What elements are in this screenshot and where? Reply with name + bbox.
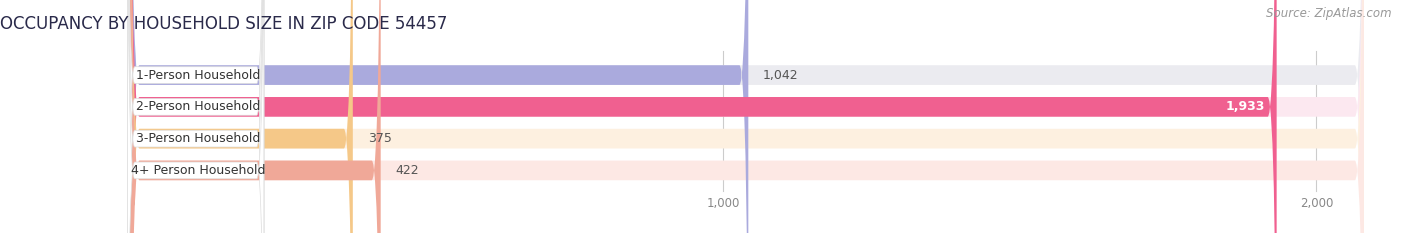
Text: OCCUPANCY BY HOUSEHOLD SIZE IN ZIP CODE 54457: OCCUPANCY BY HOUSEHOLD SIZE IN ZIP CODE … xyxy=(0,15,447,33)
FancyBboxPatch shape xyxy=(131,0,748,233)
FancyBboxPatch shape xyxy=(131,0,1364,233)
FancyBboxPatch shape xyxy=(131,0,1364,233)
Text: Source: ZipAtlas.com: Source: ZipAtlas.com xyxy=(1267,7,1392,20)
FancyBboxPatch shape xyxy=(131,0,1364,233)
FancyBboxPatch shape xyxy=(128,0,264,233)
Text: 4+ Person Household: 4+ Person Household xyxy=(131,164,266,177)
Text: 2-Person Household: 2-Person Household xyxy=(136,100,262,113)
FancyBboxPatch shape xyxy=(131,0,353,233)
Text: 1-Person Household: 1-Person Household xyxy=(136,69,262,82)
Text: 3-Person Household: 3-Person Household xyxy=(136,132,262,145)
FancyBboxPatch shape xyxy=(128,0,264,233)
FancyBboxPatch shape xyxy=(131,0,381,233)
Text: 375: 375 xyxy=(367,132,391,145)
FancyBboxPatch shape xyxy=(128,0,264,233)
FancyBboxPatch shape xyxy=(128,0,264,233)
Text: 422: 422 xyxy=(395,164,419,177)
FancyBboxPatch shape xyxy=(131,0,1364,233)
Text: 1,042: 1,042 xyxy=(763,69,799,82)
FancyBboxPatch shape xyxy=(131,0,1277,233)
Text: 1,933: 1,933 xyxy=(1226,100,1265,113)
